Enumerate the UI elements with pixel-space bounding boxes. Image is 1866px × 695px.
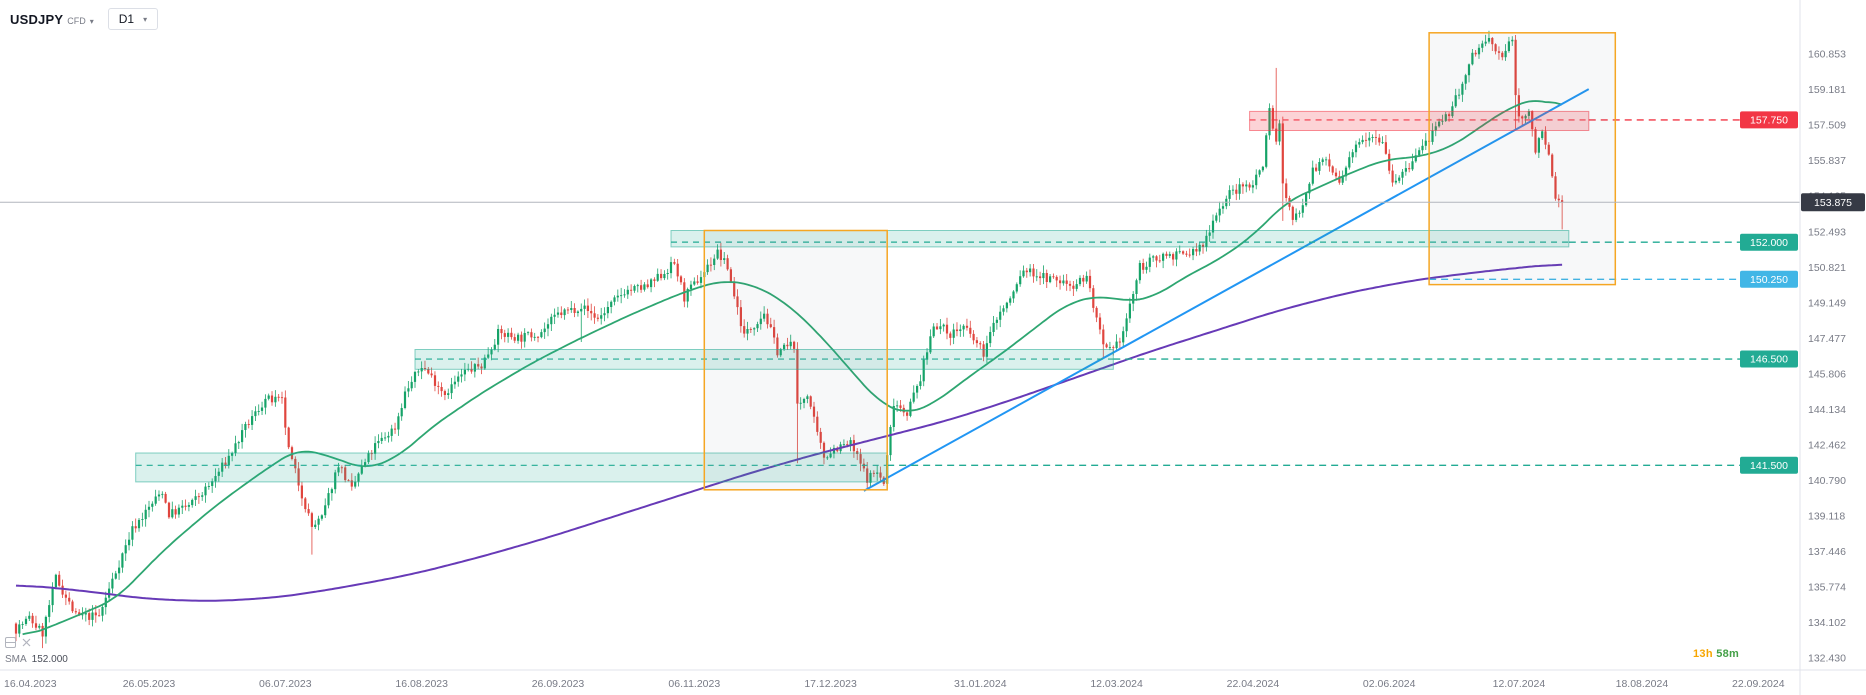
sma-slow-line	[15, 263, 1563, 602]
support-price-badge[interactable]	[1740, 270, 1798, 288]
support-price-badge-label: 146.500	[1750, 354, 1788, 366]
y-axis-label: 132.430	[1808, 653, 1846, 665]
y-axis[interactable]: 160.853159.181157.509155.837154.165152.4…	[1808, 49, 1846, 665]
highlight-box[interactable]	[703, 229, 888, 491]
y-axis-label: 152.493	[1808, 226, 1846, 238]
pane-controls	[5, 637, 31, 648]
support-price-badge[interactable]	[1740, 456, 1798, 474]
x-axis-label: 02.06.2024	[1363, 678, 1416, 690]
y-axis-label: 140.790	[1808, 475, 1846, 487]
x-axis-label: 26.09.2023	[532, 678, 585, 690]
y-axis-label: 159.181	[1808, 84, 1846, 96]
pane-close-icon[interactable]	[22, 638, 31, 647]
sma-fast-line	[22, 100, 1563, 636]
y-axis-label: 135.774	[1808, 582, 1846, 594]
y-axis-label: 155.837	[1808, 155, 1846, 167]
support-price-badge-label: 150.250	[1750, 274, 1788, 286]
x-axis-label: 16.08.2023	[395, 678, 448, 690]
y-axis-label: 150.821	[1808, 262, 1846, 274]
timeframe-dropdown[interactable]: D1 ▾	[107, 8, 159, 30]
x-axis-label: 26.05.2023	[123, 678, 176, 690]
x-axis-label: 06.11.2023	[668, 678, 720, 690]
resistance-price-badge[interactable]	[1740, 111, 1798, 129]
x-axis-label: 18.08.2024	[1616, 678, 1669, 690]
support-price-badge-label: 152.000	[1750, 237, 1788, 249]
symbol-selector[interactable]: USDJPY CFD ▾	[10, 12, 94, 27]
countdown-hours: 13h	[1693, 648, 1713, 660]
y-axis-label: 145.806	[1808, 368, 1846, 380]
chevron-down-icon: ▾	[143, 14, 148, 24]
support-price-badge[interactable]	[1740, 233, 1798, 251]
y-axis-label: 147.477	[1808, 333, 1846, 345]
timeframe-value: D1	[118, 12, 135, 26]
x-axis-label: 16.04.2023	[4, 678, 57, 690]
support-zone[interactable]	[135, 452, 888, 483]
x-axis-label: 22.04.2024	[1227, 678, 1280, 690]
resistance-zone[interactable]	[1249, 110, 1590, 132]
x-axis-label: 12.03.2024	[1090, 678, 1143, 690]
y-axis-label: 139.118	[1808, 511, 1845, 523]
symbol-name: USDJPY	[10, 11, 64, 27]
countdown-minutes: 58m	[1716, 648, 1740, 660]
trend-line[interactable]	[863, 88, 1590, 492]
support-price-badge[interactable]	[1740, 350, 1798, 368]
x-axis-label: 17.12.2023	[804, 678, 857, 690]
bar-close-countdown: 13h 58m	[1693, 648, 1739, 660]
x-axis-label: 31.01.2024	[954, 678, 1007, 690]
y-axis-label: 134.102	[1808, 617, 1846, 629]
chevron-down-icon: ▾	[89, 16, 94, 26]
support-zone[interactable]	[670, 230, 1570, 248]
x-axis-label: 12.07.2024	[1493, 678, 1546, 690]
y-axis-label: 149.149	[1808, 297, 1846, 309]
y-axis-label: 160.853	[1808, 49, 1846, 61]
symbol-type-label: CFD	[67, 15, 86, 26]
indicator-value: 152.000	[31, 654, 68, 665]
current-price-badge	[1801, 193, 1865, 212]
indicator-name: SMA	[5, 654, 27, 665]
resistance-price-badge-label: 157.750	[1750, 115, 1788, 127]
current-price-badge-label: 153.875	[1814, 197, 1852, 209]
y-axis-label: 142.462	[1808, 440, 1846, 452]
y-axis-label: 137.446	[1808, 546, 1846, 558]
candles-layer	[14, 30, 1564, 649]
indicator-legend[interactable]: SMA 152.000	[5, 654, 68, 665]
chart-toolbar: USDJPY CFD ▾ D1 ▾	[10, 8, 159, 30]
pane-layout-icon[interactable]	[5, 637, 16, 648]
x-axis-label: 06.07.2023	[259, 678, 312, 690]
y-axis-label: 157.509	[1808, 120, 1846, 132]
support-price-badge-label: 141.500	[1750, 460, 1788, 472]
x-axis[interactable]: 16.04.2023 26.05.2023 06.07.2023 16.08.2023…	[4, 678, 1785, 690]
x-axis-label: 22.09.2024	[1732, 678, 1785, 690]
highlight-box[interactable]	[1428, 32, 1617, 286]
y-axis-label: 144.134	[1808, 404, 1846, 416]
